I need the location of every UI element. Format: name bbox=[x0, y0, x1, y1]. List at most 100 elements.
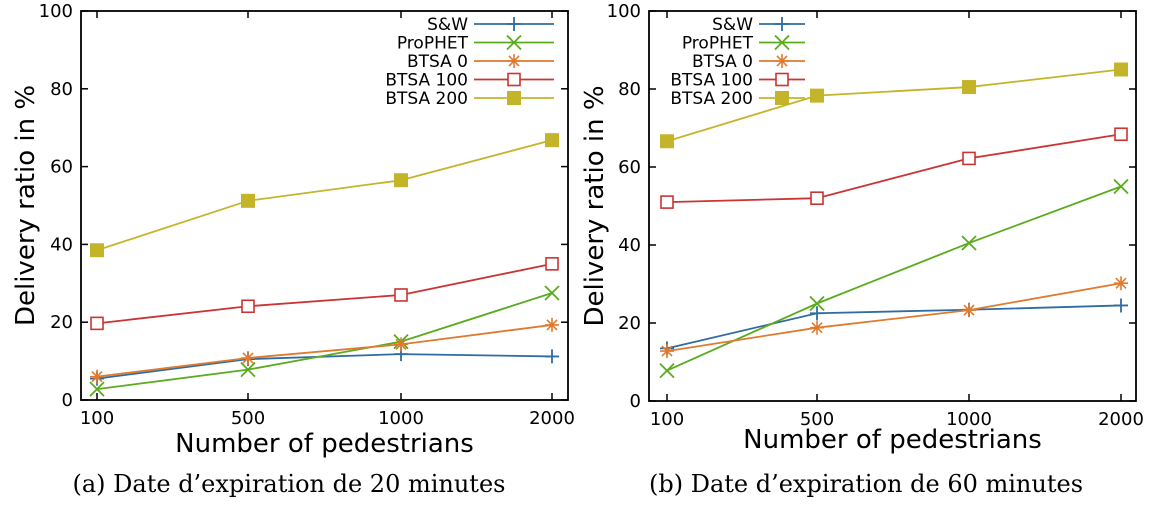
data-point-btsa-100 bbox=[545, 257, 559, 271]
x-tick-label: 1000 bbox=[378, 408, 424, 429]
legend-label-btsa-200: BTSA 200 bbox=[670, 89, 753, 109]
legend-marker-btsa-200 bbox=[775, 91, 789, 105]
y-tick-label: 20 bbox=[50, 312, 73, 333]
legend-marker-sandw bbox=[507, 17, 521, 31]
legend-marker-sandw bbox=[775, 17, 789, 31]
data-point-btsa-0 bbox=[545, 317, 559, 332]
legend-marker-btsa-0 bbox=[507, 54, 521, 68]
y-axis-label: Delivery ratio in % bbox=[580, 85, 610, 326]
series-line-btsa-0 bbox=[666, 282, 1122, 352]
series-line-sandw bbox=[666, 304, 1122, 350]
data-point-btsa-200 bbox=[810, 88, 824, 103]
data-point-btsa-0 bbox=[90, 369, 104, 384]
data-point-btsa-100 bbox=[394, 288, 408, 302]
data-point-btsa-100 bbox=[810, 191, 824, 205]
x-axis-label: Number of pedestrians bbox=[175, 429, 474, 459]
y-tick-label: 20 bbox=[618, 313, 641, 334]
series-btsa-100 bbox=[90, 257, 559, 331]
legend-marker-btsa-200 bbox=[507, 91, 521, 105]
data-point-btsa-0 bbox=[660, 344, 674, 359]
series-btsa-0 bbox=[90, 317, 559, 384]
y-tick-label: 0 bbox=[62, 390, 73, 411]
series-sandw bbox=[90, 347, 559, 386]
legend-marker-btsa-0 bbox=[775, 54, 789, 68]
data-point-btsa-200 bbox=[241, 193, 255, 208]
series-btsa-200 bbox=[660, 62, 1128, 149]
series-btsa-100 bbox=[660, 127, 1128, 209]
data-point-prophet bbox=[89, 381, 105, 397]
legend-label-btsa-100: BTSA 100 bbox=[670, 71, 753, 91]
data-point-btsa-200 bbox=[962, 80, 976, 95]
x-tick-label: 500 bbox=[800, 409, 834, 430]
data-point-btsa-200 bbox=[545, 133, 559, 148]
data-point-prophet bbox=[240, 362, 256, 378]
x-axis-label: Number of pedestrians bbox=[743, 425, 1042, 455]
legend-label-sandw: S&W bbox=[712, 15, 753, 35]
legend-label-prophet: ProPHET bbox=[682, 34, 754, 54]
y-axis-label: Delivery ratio in % bbox=[11, 85, 41, 326]
chart-caption-b: (b) Date d’expiration de 60 minutes bbox=[648, 470, 1084, 498]
legend-marker-btsa-100 bbox=[507, 72, 521, 87]
series-line-sandw bbox=[96, 353, 553, 380]
data-point-btsa-200 bbox=[660, 134, 674, 149]
data-point-btsa-0 bbox=[1114, 276, 1128, 291]
y-tick-label: 40 bbox=[50, 234, 73, 255]
y-tick-label: 0 bbox=[630, 391, 641, 412]
data-point-btsa-200 bbox=[90, 243, 104, 258]
x-tick-label: 100 bbox=[80, 408, 114, 429]
chart-b: 0 20 40 60 80 100 100 500 1000 2000 Number of pede… bbox=[580, 1, 1144, 455]
legend-marker-btsa-100 bbox=[775, 72, 789, 87]
data-point-btsa-100 bbox=[660, 195, 674, 209]
data-point-sandw bbox=[545, 349, 559, 364]
legend-label-btsa-0: BTSA 0 bbox=[692, 52, 753, 72]
legend-marker-prophet bbox=[774, 34, 790, 51]
chart-caption-a: (a) Date d’expiration de 20 minutes bbox=[72, 470, 506, 498]
series-prophet bbox=[659, 178, 1129, 379]
x-tick-label: 2000 bbox=[529, 408, 575, 429]
x-tick-label: 500 bbox=[231, 408, 265, 429]
legend-label-btsa-200: BTSA 200 bbox=[385, 89, 468, 109]
chart-panel-b: 0 20 40 60 80 100 100 500 1000 2000 Number of pede… bbox=[577, 0, 1155, 512]
y-tick-label: 40 bbox=[618, 235, 641, 256]
y-tick-label: 100 bbox=[607, 1, 641, 22]
series-btsa-0 bbox=[660, 276, 1128, 359]
legend-label-btsa-0: BTSA 0 bbox=[407, 52, 468, 72]
data-point-btsa-0 bbox=[810, 320, 824, 335]
series-line-btsa-200 bbox=[666, 68, 1122, 143]
data-point-prophet bbox=[1113, 178, 1129, 195]
data-point-prophet bbox=[961, 235, 977, 251]
legend-label-btsa-100: BTSA 100 bbox=[385, 71, 468, 91]
data-point-btsa-100 bbox=[1114, 127, 1128, 142]
y-tick-label: 60 bbox=[618, 157, 641, 178]
data-point-btsa-100 bbox=[241, 299, 255, 314]
series-prophet bbox=[89, 285, 560, 397]
chart-panel-a: 0 20 40 60 80 100 100 500 1000 2000 Number of pede… bbox=[11, 1, 575, 498]
y-tick-label: 60 bbox=[50, 157, 73, 178]
data-point-btsa-100 bbox=[962, 151, 976, 166]
data-point-btsa-0 bbox=[241, 350, 255, 365]
y-tick-label: 80 bbox=[618, 79, 641, 100]
data-point-prophet bbox=[809, 295, 825, 312]
data-point-btsa-200 bbox=[394, 173, 408, 188]
data-point-sandw bbox=[1114, 298, 1128, 313]
legend-label-sandw: S&W bbox=[427, 15, 468, 35]
data-point-btsa-0 bbox=[962, 303, 976, 318]
series-line-btsa-100 bbox=[666, 133, 1122, 203]
series-line-prophet bbox=[96, 292, 553, 391]
y-tick-label: 80 bbox=[50, 79, 73, 100]
series-line-prophet bbox=[666, 185, 1122, 372]
data-point-prophet bbox=[544, 285, 560, 301]
series-sandw bbox=[660, 298, 1128, 356]
data-point-btsa-0 bbox=[394, 337, 408, 352]
series-line-btsa-0 bbox=[96, 324, 553, 378]
y-tick-label: 100 bbox=[39, 1, 73, 22]
data-point-sandw bbox=[810, 306, 824, 321]
x-tick-label: 100 bbox=[650, 409, 684, 430]
data-point-btsa-100 bbox=[90, 316, 104, 331]
chart-a: 0 20 40 60 80 100 100 500 1000 2000 Number of pede… bbox=[11, 1, 575, 459]
series-line-btsa-200 bbox=[96, 139, 553, 252]
data-point-btsa-200 bbox=[1114, 62, 1128, 77]
series-btsa-200 bbox=[90, 133, 559, 258]
